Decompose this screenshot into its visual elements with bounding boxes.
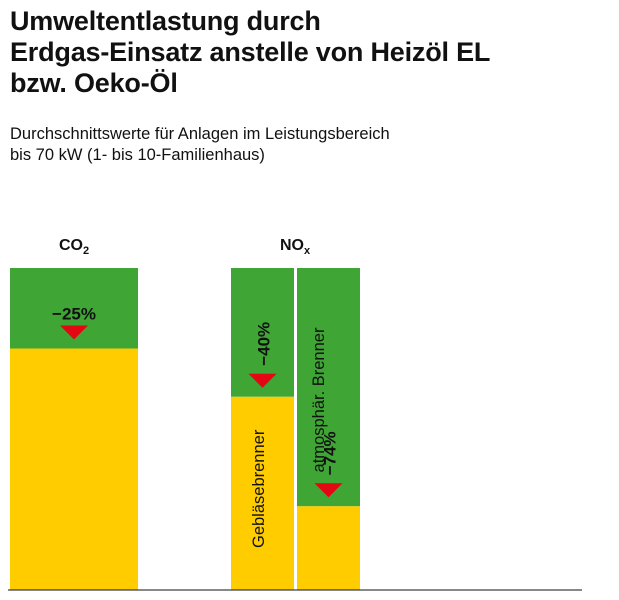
reduction-label: −40% — [255, 322, 274, 366]
title-line-3: bzw. Oeko-Öl — [10, 68, 178, 98]
reduction-arrow-icon — [248, 373, 277, 388]
reduction-segment — [297, 268, 360, 507]
burner-label: atmosphär. Brenner — [310, 327, 328, 472]
group-label-main: CO — [59, 237, 83, 254]
group-label-1: CO2 — [59, 237, 89, 257]
group-label-sub: x — [304, 245, 311, 257]
reduction-arrow-icon — [314, 483, 343, 498]
remaining-segment — [10, 348, 138, 590]
reduction-label: −74% — [321, 431, 340, 475]
remaining-segment — [231, 396, 294, 590]
burner-label: Gebläsebrenner — [250, 429, 268, 548]
reduction-label: −25% — [52, 305, 96, 324]
group-label-sub: 2 — [83, 245, 89, 257]
reduction-arrow-icon — [60, 325, 88, 340]
remaining-segment — [297, 506, 360, 590]
chart-title: Umweltentlastung durch Erdgas-Einsatz an… — [10, 6, 490, 99]
title-line-2: Erdgas-Einsatz anstelle von Heizöl EL — [10, 37, 491, 67]
group-label-2: NOx — [280, 237, 311, 257]
group-label-main: NO — [280, 237, 304, 254]
title-line-1: Umweltentlastung durch — [10, 6, 321, 36]
subtitle-line-1: Durchschnittswerte für Anlagen im Leistu… — [10, 125, 390, 143]
chart-subtitle: Durchschnittswerte für Anlagen im Leistu… — [10, 124, 390, 166]
subtitle-line-2: bis 70 kW (1- bis 10-Familienhaus) — [10, 146, 265, 164]
